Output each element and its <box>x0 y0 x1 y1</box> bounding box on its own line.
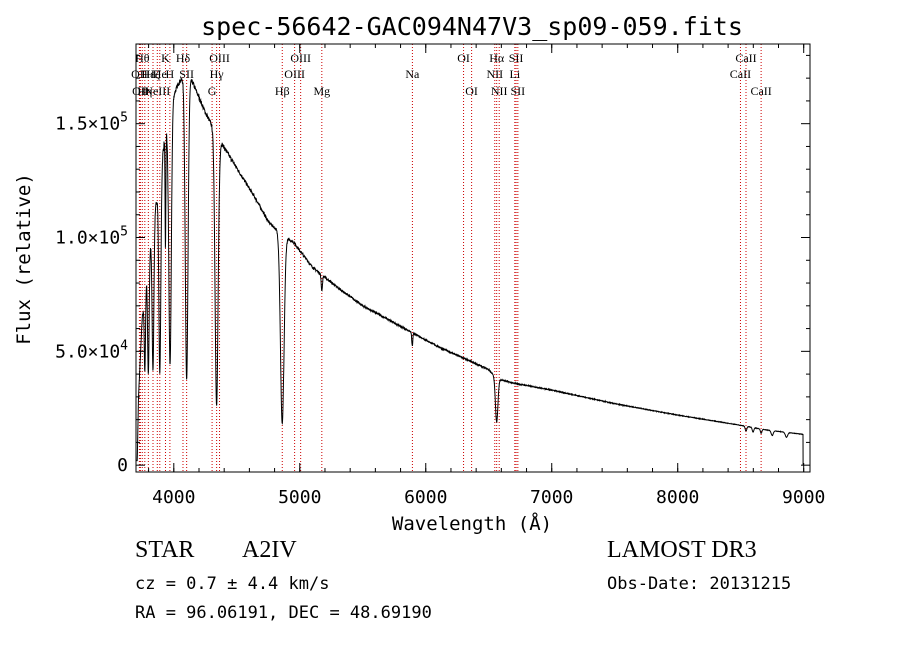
line-label: Hα <box>489 51 505 65</box>
redshift-text: cz = 0.7 ± 4.4 km/s <box>135 574 330 594</box>
y-tick-label: 0 <box>117 455 128 476</box>
chart-title: spec-56642-GAC094N47V3_sp09-059.fits <box>201 12 743 41</box>
line-label: K <box>161 51 170 65</box>
line-label: Li <box>509 67 520 81</box>
line-label: OI <box>457 51 470 65</box>
x-tick-label: 4000 <box>152 487 195 508</box>
line-label-group: OIIOIIHθHηHεHζNeIIIHeKHHδSIIGHγOIIIHβOII… <box>131 51 772 98</box>
line-label: Na <box>405 67 420 81</box>
line-label: OI <box>465 84 478 98</box>
spectrum-line <box>135 77 804 466</box>
line-label: NeIII <box>144 84 170 98</box>
object-subclass: A2IV <box>242 537 297 563</box>
line-label: Mg <box>313 84 330 98</box>
line-label: OIII <box>290 51 311 65</box>
y-axis-label: Flux (relative) <box>13 173 35 345</box>
y-tick-label: 5.0×104 <box>55 338 128 362</box>
line-label: Hγ <box>210 67 225 81</box>
line-label: CaII <box>730 67 751 81</box>
coordinates: RA = 96.06191, DEC = 48.69190 <box>135 603 432 623</box>
y-tick-label: 1.5×105 <box>55 111 128 135</box>
x-tick-label: 6000 <box>404 487 447 508</box>
x-axis-label: Wavelength (Å) <box>392 512 552 535</box>
line-marker-group <box>138 44 762 472</box>
x-tick-label: 9000 <box>782 487 825 508</box>
line-label: SII <box>509 51 524 65</box>
line-label: Hδ <box>176 51 191 65</box>
line-label: OII <box>131 67 148 81</box>
line-label: He <box>153 67 167 81</box>
line-label: Hζ <box>146 67 160 81</box>
line-label: Hη <box>137 84 152 98</box>
x-tick-label: 7000 <box>530 487 573 508</box>
line-label: NII <box>486 67 503 81</box>
y-axis: 0 5.0×104 1.0×105 1.5×105 <box>55 54 810 476</box>
line-label: SII <box>179 67 194 81</box>
obs-date: Obs-Date: 20131215 <box>607 574 792 594</box>
line-label: Hε <box>141 67 155 81</box>
line-label: Hθ <box>135 51 150 65</box>
y-tick-label: 1.0×105 <box>55 225 128 249</box>
object-class: STAR <box>135 537 195 563</box>
x-tick-label: 8000 <box>656 487 699 508</box>
line-label: H <box>166 67 175 81</box>
line-label: Hβ <box>275 84 290 98</box>
line-label: G <box>208 84 217 98</box>
survey-name: LAMOST DR3 <box>607 537 757 563</box>
x-axis: 4000 5000 6000 7000 8000 9000 <box>148 44 825 508</box>
line-label: OIII <box>284 67 305 81</box>
line-label: CaII <box>735 51 756 65</box>
line-label: SII <box>511 84 526 98</box>
x-tick-label: 5000 <box>278 487 321 508</box>
plot-frame <box>135 43 811 473</box>
line-label: NII <box>491 84 508 98</box>
line-label: CaII <box>750 84 771 98</box>
line-label: OIII <box>209 51 230 65</box>
